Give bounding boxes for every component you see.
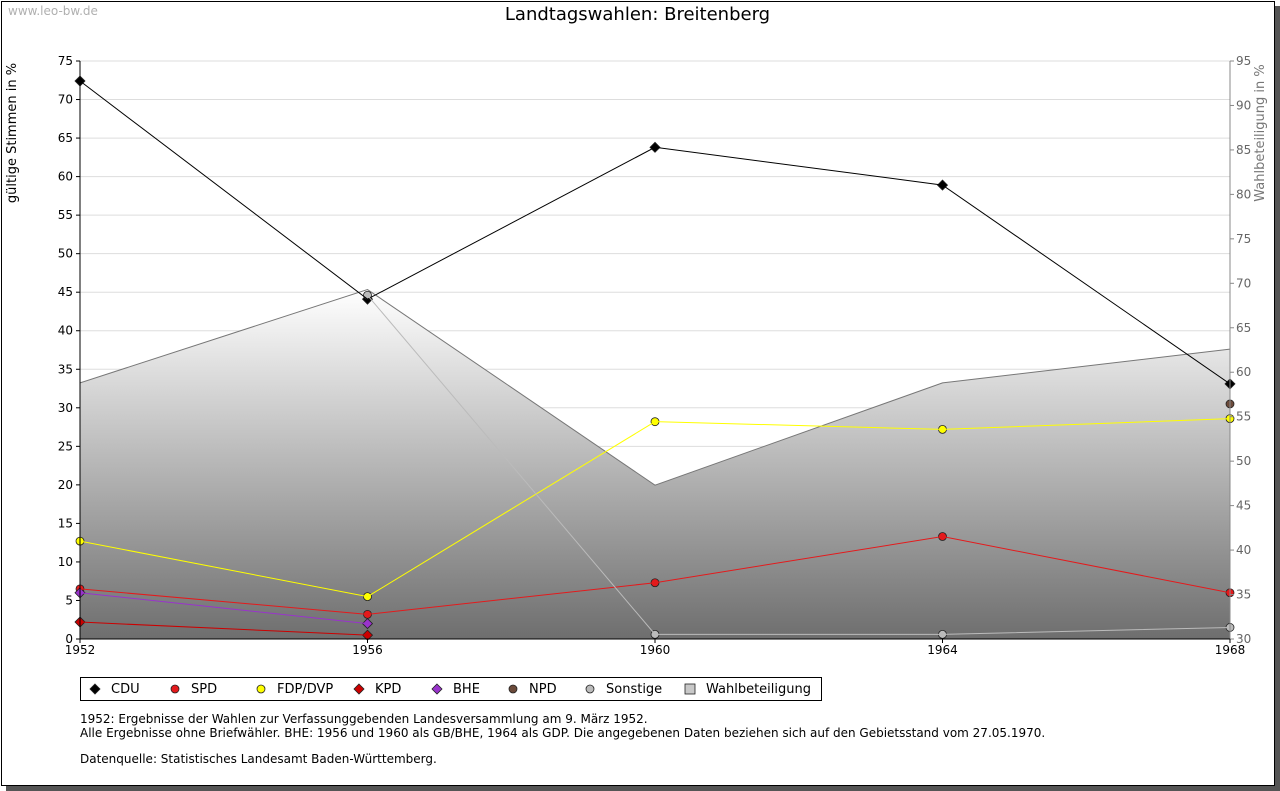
y-tick-label-75: 75 xyxy=(58,54,73,68)
legend-marker-npd xyxy=(508,684,518,694)
y2-tick-label-65: 65 xyxy=(1236,321,1251,335)
legend-marker-spd xyxy=(170,684,180,694)
legend-marker-bhe xyxy=(431,683,443,695)
x-tick-label-1956: 1956 xyxy=(352,643,383,657)
y2-tick-label-45: 45 xyxy=(1236,499,1251,513)
note-general: Alle Ergebnisse ohne Briefwähler. BHE: 1… xyxy=(80,726,1046,740)
x-tick-label-1964: 1964 xyxy=(927,643,958,657)
footnotes: 1952: Ergebnisse der Wahlen zur Verfassu… xyxy=(80,712,1045,766)
note-1952: 1952: Ergebnisse der Wahlen zur Verfassu… xyxy=(80,712,648,726)
y2-tick-label-90: 90 xyxy=(1236,98,1251,112)
data-source: Datenquelle: Statistisches Landesamt Bad… xyxy=(80,752,437,766)
y2-tick-label-60: 60 xyxy=(1236,365,1251,379)
legend-label-fdp-dvp: FDP/DVP xyxy=(277,682,333,697)
y2-axis-label: Wahlbeteiligung in % xyxy=(1253,64,1268,201)
point-bhe-1956 xyxy=(361,618,374,630)
y-tick-label-40: 40 xyxy=(58,324,73,338)
y-tick-label-65: 65 xyxy=(58,131,73,145)
y2-tick-label-75: 75 xyxy=(1236,232,1251,246)
y-tick-label-10: 10 xyxy=(58,555,73,569)
axes: 0 5 10 15 20 25 30 35 40 45 50 55 60 65 70 75 30 35 40 45 50… xyxy=(58,54,1252,657)
legend-marker-sonstige xyxy=(585,684,595,694)
legend-marker-wahlbeteiligung xyxy=(684,683,696,695)
y-tick-label-0: 0 xyxy=(65,632,73,646)
y-tick-label-30: 30 xyxy=(58,401,73,415)
series-line-cdu xyxy=(79,80,1231,385)
series-line-sonstige xyxy=(367,294,1231,635)
y-tick-label-45: 45 xyxy=(58,285,73,299)
watermark: www.leo-bw.de xyxy=(8,4,98,18)
legend-label-spd: SPD xyxy=(191,682,217,697)
y2-tick-label-35: 35 xyxy=(1236,588,1251,602)
legend-label-sonstige: Sonstige xyxy=(606,682,662,697)
legend-marker-kpd xyxy=(353,683,365,695)
turnout-area xyxy=(79,288,1231,639)
series-line-spd xyxy=(79,535,1231,615)
y2-tick-label-55: 55 xyxy=(1236,410,1251,424)
series-lines xyxy=(74,75,1236,641)
y2-tick-label-50: 50 xyxy=(1236,454,1251,468)
legend-marker-cdu xyxy=(89,683,101,695)
y-tick-label-15: 15 xyxy=(58,516,73,530)
chart-title: Landtagswahlen: Breitenberg xyxy=(504,4,771,25)
y2-tick-label-40: 40 xyxy=(1236,543,1251,557)
turnout-area-outline xyxy=(79,288,1231,486)
y2-tick-label-95: 95 xyxy=(1236,54,1251,68)
legend-label-kpd: KPD xyxy=(375,682,401,697)
y-axis-label: gültige Stimmen in % xyxy=(5,63,20,203)
y-tick-label-50: 50 xyxy=(58,247,73,261)
legend-label-cdu: CDU xyxy=(111,682,140,697)
y-tick-label-35: 35 xyxy=(58,362,73,376)
y2-tick-label-30: 30 xyxy=(1236,632,1251,646)
turnout-area-fill xyxy=(80,289,1230,639)
legend-label-npd: NPD xyxy=(529,682,557,697)
legend-label-wahlbeteiligung: Wahlbeteiligung xyxy=(706,682,811,697)
y-tick-label-5: 5 xyxy=(65,593,73,607)
y-tick-label-25: 25 xyxy=(58,439,73,453)
y-tick-label-55: 55 xyxy=(58,208,73,222)
legend-label-bhe: BHE xyxy=(453,682,480,697)
series-line-bhe xyxy=(79,592,368,625)
series-line-fdp-dvp xyxy=(79,418,1231,598)
chart-canvas: 0 5 10 15 20 25 30 35 40 45 50 55 60 65 70 75 30 35 40 45 50… xyxy=(5,54,1268,657)
legend-items: CDU SPD FDP/DVP KPD BHE NPD Sonstige Wahlbeteil… xyxy=(89,682,811,697)
legend-marker-fdp-dvp xyxy=(256,684,266,694)
series-line-kpd xyxy=(79,621,368,636)
x-tick-label-1968: 1968 xyxy=(1215,643,1246,657)
y-tick-label-20: 20 xyxy=(58,478,73,492)
y2-tick-label-85: 85 xyxy=(1236,143,1251,157)
y-tick-label-70: 70 xyxy=(58,93,73,107)
y2-tick-label-70: 70 xyxy=(1236,276,1251,290)
legend: CDU SPD FDP/DVP KPD BHE NPD Sonstige Wahlbeteil… xyxy=(80,677,822,701)
y-tick-label-60: 60 xyxy=(58,170,73,184)
y2-tick-label-80: 80 xyxy=(1236,187,1251,201)
x-tick-label-1960: 1960 xyxy=(640,643,671,657)
x-tick-label-1952: 1952 xyxy=(65,643,96,657)
